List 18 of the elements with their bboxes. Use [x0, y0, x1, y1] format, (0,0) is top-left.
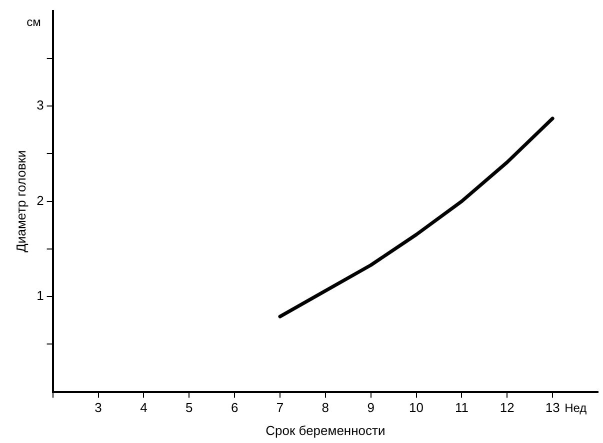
y-tick-label: 2: [36, 192, 44, 208]
x-axis-title: Срок беременности: [266, 422, 386, 438]
x-tick-label: 13: [545, 400, 560, 416]
x-tick-label: 8: [322, 400, 330, 416]
y-axis-title: Диаметр головки: [13, 150, 28, 252]
x-tick-label: 9: [367, 400, 374, 416]
x-tick-label: 12: [500, 400, 514, 416]
y-tick-label: 1: [36, 288, 44, 304]
x-tick-label: 10: [409, 400, 424, 416]
x-tick-label: 6: [230, 400, 238, 416]
x-tick-label: 4: [140, 400, 148, 416]
x-tick-label: 11: [454, 400, 468, 416]
y-tick-label: 3: [36, 98, 44, 113]
text: см: [26, 15, 41, 30]
x-tick-label: 3: [94, 400, 102, 416]
text: Нед: [564, 401, 587, 416]
x-tick-label: 5: [186, 400, 193, 416]
x-tick-label: 7: [276, 400, 284, 416]
